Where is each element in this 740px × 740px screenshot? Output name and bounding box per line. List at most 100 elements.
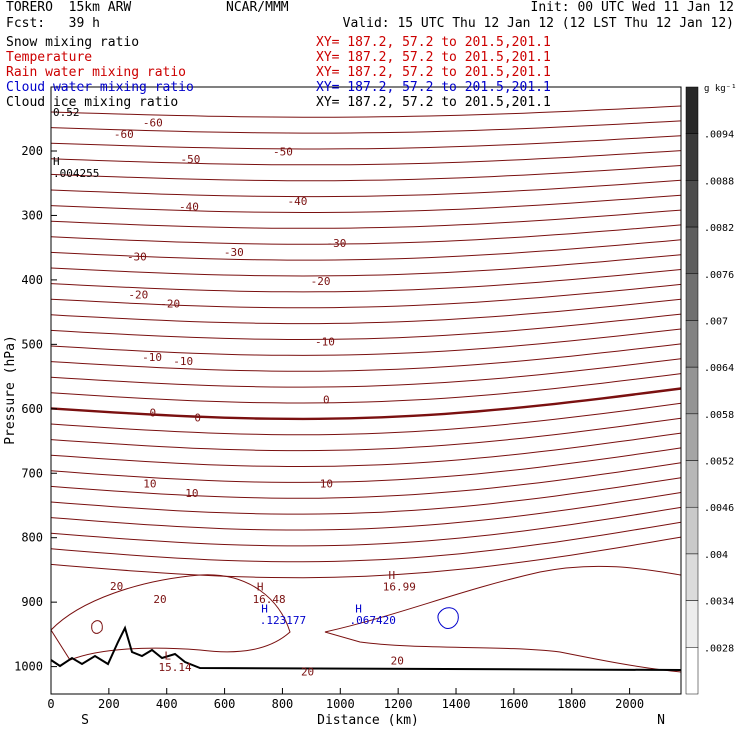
zero-isotherm xyxy=(50,387,682,421)
isotherm-line xyxy=(50,120,682,134)
colorbar-swatch xyxy=(685,273,699,321)
colorbar-label: .0058 xyxy=(704,410,734,421)
extremum-annotation: .067420 xyxy=(349,614,395,627)
north-label: N xyxy=(657,713,665,728)
x-tick-label: 0 xyxy=(47,697,54,711)
extremum-annotation: H xyxy=(261,602,268,615)
extremum-annotation: 0.52 xyxy=(53,106,80,119)
south-label: S xyxy=(81,713,89,728)
x-tick-label: 1800 xyxy=(557,697,586,711)
isotherm-line xyxy=(50,283,682,309)
isotherm-line xyxy=(50,254,682,277)
isotherm-line xyxy=(50,298,682,325)
colorbar-swatch xyxy=(685,226,699,275)
field-name: Cloud ice mixing ratio xyxy=(6,95,179,110)
valid-time: Valid: 15 UTC Thu 12 Jan 12 (12 LST Thu … xyxy=(342,16,734,31)
contour-label: -50 xyxy=(273,146,293,159)
field-name: Rain water mixing ratio xyxy=(6,65,187,80)
warm-contour xyxy=(50,574,291,661)
isotherm-line xyxy=(50,165,682,182)
x-tick-label: 400 xyxy=(156,697,178,711)
colorbar-label: .0034 xyxy=(704,597,734,608)
isotherm-line xyxy=(50,150,682,166)
colorbar-swatch xyxy=(685,413,699,461)
contour-label: -40 xyxy=(288,195,308,208)
isotherm-line xyxy=(50,135,682,150)
colorbar-label: .0094 xyxy=(704,130,734,141)
forecast-hour: Fcst: 39 h xyxy=(6,16,100,31)
y-tick-label: 200 xyxy=(21,144,43,158)
colorbar-swatch xyxy=(685,133,699,181)
plot-frame xyxy=(50,86,682,695)
contour-label: -30 xyxy=(327,237,347,250)
contour-label: 20 xyxy=(301,666,314,679)
isotherm-line xyxy=(50,105,682,118)
y-tick-label: 900 xyxy=(21,595,43,609)
contour-label: 0 xyxy=(323,394,330,407)
contour-label: 0 xyxy=(149,407,156,420)
contour-label: 20 xyxy=(110,580,123,593)
axes: 0 200 400 600 800 1000 1200 1400 1600 1800 2000200… xyxy=(14,144,644,711)
x-tick-label: 1200 xyxy=(384,697,413,711)
colorbar: .0094 .0088 .0082 .0076 .007 .0064 .0058 .0052.… xyxy=(685,84,737,695)
extremum-annotation: 16.48 xyxy=(253,593,286,606)
isotherm-line xyxy=(50,432,682,467)
annotations: H.004255H16.48H16.99H.123177H.067420L15.… xyxy=(53,106,416,674)
colorbar-label: .0088 xyxy=(704,176,734,187)
y-tick-label: 500 xyxy=(21,337,43,351)
colorbar-label: .0052 xyxy=(704,457,734,468)
isotherm-line xyxy=(50,402,682,436)
contour-label: -10 xyxy=(173,355,193,368)
colorbar-unit: g kg⁻¹ xyxy=(704,84,737,94)
isotherm-line xyxy=(50,536,682,579)
extremum-annotation: H xyxy=(389,569,396,582)
isotherm-line xyxy=(50,239,682,261)
isotherm-line xyxy=(50,343,682,372)
field-cross-section: XY= 187.2, 57.2 to 201.5,201.1 xyxy=(316,80,551,95)
isotherm-line xyxy=(50,358,682,388)
y-tick-label: 400 xyxy=(21,273,43,287)
x-tick-label: 200 xyxy=(98,697,120,711)
contour-label: -40 xyxy=(179,200,199,213)
colorbar-swatch xyxy=(685,320,699,368)
contour-label: -20 xyxy=(128,289,148,302)
colorbar-swatch xyxy=(685,460,699,508)
field-name: Temperature xyxy=(6,50,93,65)
isotherm-line xyxy=(50,417,682,452)
contour-label: -20 xyxy=(311,275,331,288)
contour-label: -10 xyxy=(142,351,162,364)
y-axis-label: Pressure (hPa) xyxy=(3,335,18,445)
isotherm-line xyxy=(50,447,682,483)
temperature-contours xyxy=(50,105,682,579)
terrain-surface xyxy=(50,625,682,671)
contour-label: -60 xyxy=(114,128,134,141)
field-cross-section: XY= 187.2, 57.2 to 201.5,201.1 xyxy=(316,35,551,50)
organization: NCAR/MMM xyxy=(226,0,289,15)
colorbar-swatch xyxy=(685,553,699,601)
cloud-water-contour xyxy=(437,607,459,629)
field-name: Cloud water mixing ratio xyxy=(6,80,194,95)
contour-label: -30 xyxy=(224,246,244,259)
extremum-annotation: .123177 xyxy=(260,614,306,627)
contour-label: 10 xyxy=(320,477,333,490)
contour-label: 10 xyxy=(143,477,156,490)
field-cross-section: XY= 187.2, 57.2 to 201.5,201.1 xyxy=(316,50,551,65)
isotherm-line xyxy=(50,492,682,531)
contour-label: 20 xyxy=(153,593,166,606)
extremum-annotation: H xyxy=(53,155,60,168)
y-tick-label: 700 xyxy=(21,466,43,480)
field-cross-section: XY= 187.2, 57.2 to 201.5,201.1 xyxy=(316,95,551,110)
colorbar-label: .0082 xyxy=(704,223,734,234)
colorbar-label: .007 xyxy=(704,316,728,327)
y-tick-label: 1000 xyxy=(14,660,43,674)
extremum-annotation: 16.99 xyxy=(383,581,416,594)
contour-label: -50 xyxy=(180,153,200,166)
x-tick-label: 800 xyxy=(272,697,294,711)
colorbar-label: .0028 xyxy=(704,643,734,654)
x-tick-label: 1400 xyxy=(442,697,471,711)
x-tick-label: 2000 xyxy=(615,697,644,711)
y-tick-label: 300 xyxy=(21,208,43,222)
colorbar-label: .0046 xyxy=(704,503,734,514)
colorbar-swatch xyxy=(685,180,699,228)
